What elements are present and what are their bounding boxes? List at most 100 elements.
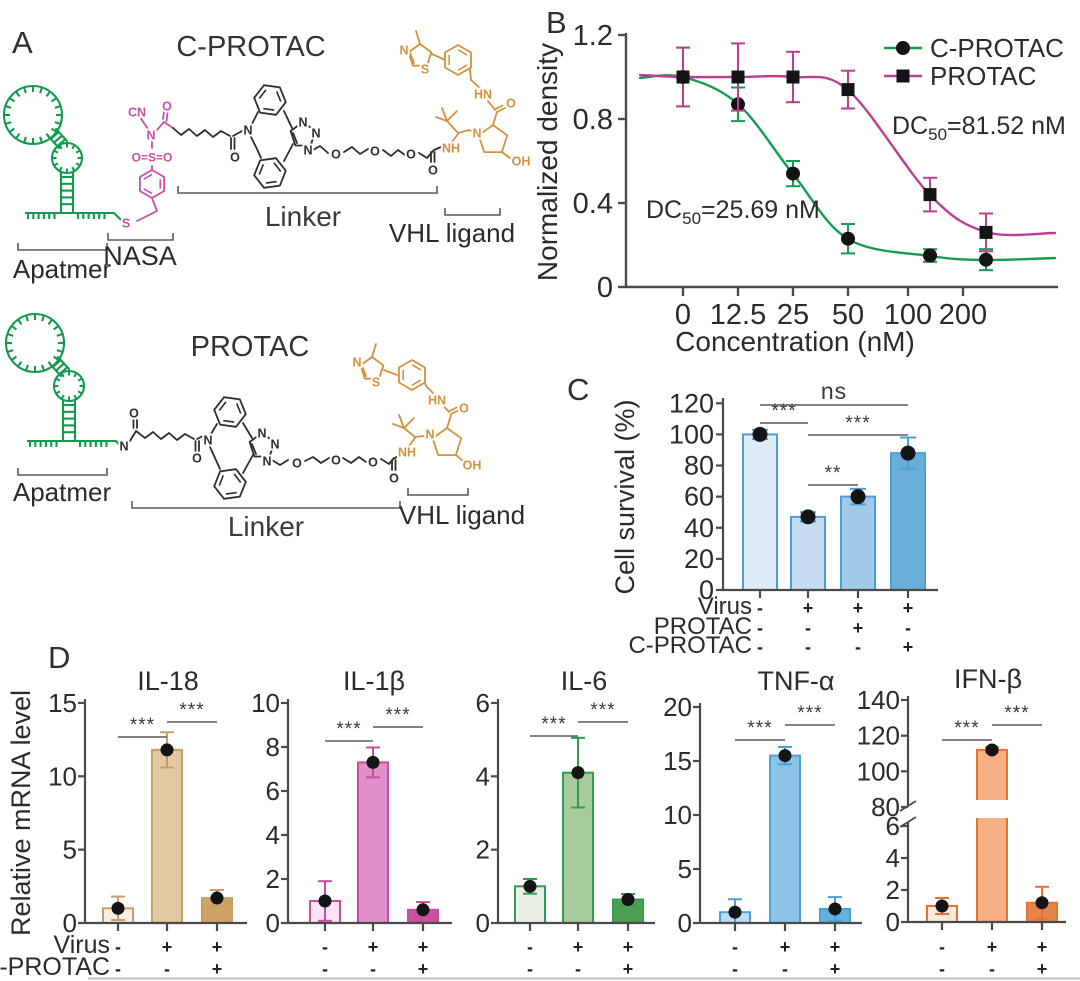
atom-label: N	[425, 428, 434, 442]
svg-text:+: +	[1037, 937, 1048, 957]
svg-text:140: 140	[857, 685, 900, 715]
svg-text:Cell survival (%): Cell survival (%)	[610, 399, 640, 594]
svg-text:+: +	[368, 937, 379, 957]
svg-text:***: ***	[1004, 703, 1029, 724]
mean-dot	[571, 766, 585, 780]
atom-label: N	[311, 127, 320, 141]
mean-dot	[1035, 896, 1049, 910]
atom-label: O	[331, 148, 341, 162]
svg-text:8: 8	[266, 732, 280, 762]
vhl-bracket-2	[407, 488, 469, 496]
atom-label: O	[368, 456, 378, 470]
svg-text:-: -	[527, 959, 533, 979]
axes	[491, 699, 655, 931]
svg-text:-: -	[989, 959, 995, 979]
panel-d-label: D	[48, 640, 70, 675]
svg-text:+: +	[623, 937, 634, 957]
series-markers	[676, 70, 993, 239]
svg-text:120: 120	[857, 721, 900, 751]
svg-text:+: +	[418, 937, 429, 957]
bar	[769, 754, 801, 924]
mean-dot	[900, 445, 916, 461]
mean-dot	[111, 901, 125, 915]
svg-text:***: ***	[590, 700, 615, 721]
atom-label: N	[119, 440, 128, 454]
svg-text:C-PROTAC: C-PROTAC	[930, 33, 1064, 63]
svg-text:100: 100	[884, 299, 932, 331]
mean-dot	[935, 899, 949, 913]
atom-label: N	[243, 124, 252, 138]
atom-label: HN	[428, 394, 446, 408]
svg-text:200: 200	[939, 299, 987, 331]
svg-text:C-PROTAC: C-PROTAC	[0, 953, 110, 981]
svg-text:***: ***	[541, 714, 566, 735]
atom-label: NH	[398, 446, 416, 460]
protac-title: PROTAC	[191, 331, 310, 363]
svg-text:0: 0	[597, 272, 613, 304]
svg-text:-: -	[322, 959, 328, 979]
atom-label: O	[389, 472, 399, 486]
linker-bracket-2	[131, 501, 401, 509]
bar	[840, 495, 876, 592]
atom-label: NH	[442, 142, 460, 156]
svg-text:-: -	[939, 959, 945, 979]
svg-text:20: 20	[663, 692, 692, 722]
atom-label: OH	[512, 155, 531, 169]
svg-text:12.5: 12.5	[710, 299, 766, 331]
svg-text:+: +	[623, 959, 634, 979]
svg-text:ns: ns	[821, 378, 847, 404]
svg-text:+: +	[853, 598, 864, 618]
mean-dot	[416, 903, 430, 917]
aptamer-label: Apatmer	[13, 254, 112, 284]
svg-text:**: **	[825, 463, 842, 484]
axes	[618, 33, 1058, 296]
svg-text:4: 4	[886, 843, 900, 873]
axes	[693, 703, 862, 931]
panel-a-label: A	[12, 25, 33, 60]
bar	[357, 761, 389, 925]
svg-text:1.2: 1.2	[573, 20, 613, 52]
aptamer-structure	[4, 312, 116, 447]
atom-label: N	[262, 455, 271, 469]
svg-text:-: -	[164, 959, 170, 979]
aptamer-label-2: Apatmer	[13, 477, 112, 507]
svg-text:+: +	[1037, 959, 1048, 979]
panel-d-ylabel: Relative mRNA level	[6, 690, 36, 936]
atom-label: N	[399, 44, 408, 58]
svg-text:TNF-α: TNF-α	[757, 666, 834, 696]
mean-dot	[318, 894, 332, 908]
mean-dot	[728, 905, 742, 919]
dc50-annotation: DC50=81.52 nM	[892, 112, 1066, 144]
svg-text:50: 50	[832, 299, 864, 331]
aptamer-bracket	[17, 243, 108, 251]
vhl-label-2: VHL ligand	[399, 500, 525, 530]
svg-text:-: -	[115, 937, 121, 957]
mean-dot	[850, 489, 866, 505]
svg-text:+: +	[212, 959, 223, 979]
atom-label: S	[421, 63, 429, 77]
svg-text:2: 2	[886, 875, 900, 905]
svg-text:+: +	[903, 637, 914, 657]
bar	[742, 433, 778, 591]
svg-text:***: ***	[845, 413, 870, 434]
mean-dot	[210, 891, 224, 905]
mean-dot	[828, 902, 842, 916]
atom-label: O	[292, 457, 302, 471]
svg-text:+: +	[212, 937, 223, 957]
svg-text:-: -	[905, 618, 911, 638]
svg-text:PROTAC: PROTAC	[654, 613, 752, 640]
svg-text:6: 6	[886, 811, 900, 841]
svg-text:-: -	[575, 959, 581, 979]
axes	[899, 696, 1066, 930]
svg-text:0: 0	[63, 908, 77, 938]
svg-text:15: 15	[48, 688, 77, 718]
mean-dot	[160, 743, 174, 757]
svg-text:6: 6	[476, 688, 490, 718]
svg-text:***: ***	[771, 401, 796, 422]
svg-text:6: 6	[266, 776, 280, 806]
svg-text:C-PROTAC: C-PROTAC	[628, 632, 752, 659]
atom-label: HN	[474, 88, 492, 102]
